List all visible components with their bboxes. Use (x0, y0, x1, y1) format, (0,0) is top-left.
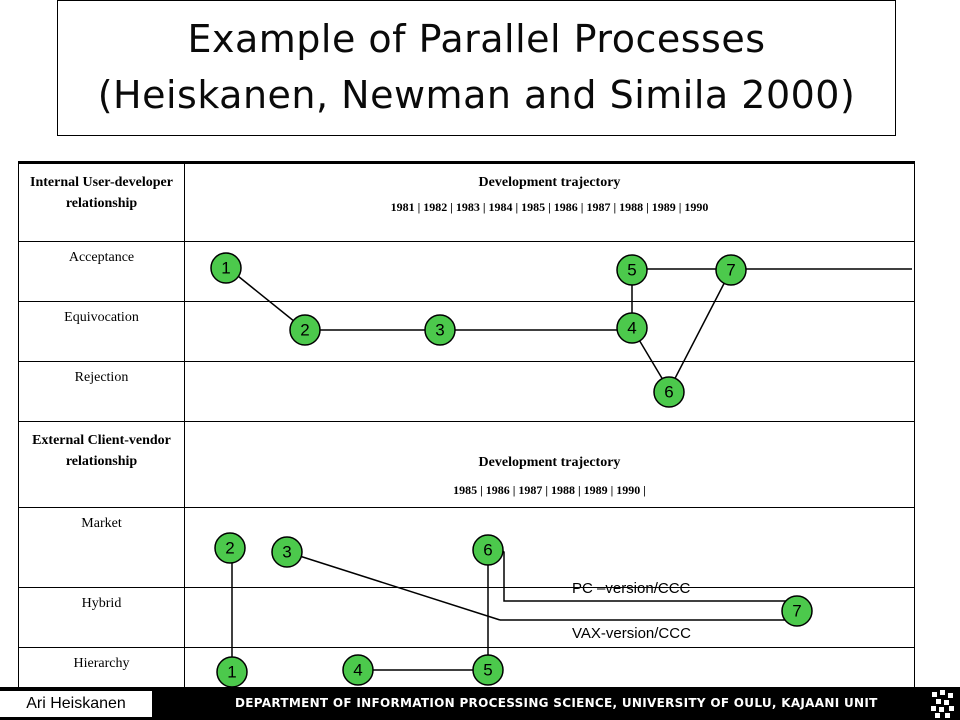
cell-rejection (184, 361, 915, 422)
title-line-2: (Heiskanen, Newman and Simila 2000) (97, 73, 856, 117)
row-label-hybrid: Hybrid (18, 587, 185, 648)
row-equivocation: Equivocation (18, 301, 915, 362)
footer-bar: Ari Heiskanen DEPARTMENT OF INFORMATION … (0, 687, 960, 720)
row-hierarchy: Hierarchy (18, 647, 915, 693)
external-header-row: External Client-vendor relationship Deve… (18, 421, 915, 508)
row-label-hierarchy: Hierarchy (18, 647, 185, 693)
cell-hierarchy (184, 647, 915, 693)
row-hybrid: Hybrid (18, 587, 915, 648)
external-trajectory-cell: Development trajectory 1985 | 1986 | 198… (184, 421, 915, 508)
external-trajectory-label: Development trajectory (478, 455, 621, 470)
footer-department: DEPARTMENT OF INFORMATION PROCESSING SCI… (235, 696, 878, 710)
internal-trajectory-label: Development trajectory (478, 175, 621, 190)
internal-header-row: Internal User-developer relationship Dev… (18, 161, 915, 242)
external-header-label: External Client-vendor relationship (18, 421, 185, 508)
row-rejection: Rejection (18, 361, 915, 422)
external-years: 1985 | 1986 | 1987 | 1988 | 1989 | 1990 … (453, 483, 646, 497)
row-label-equivocation: Equivocation (18, 301, 185, 362)
row-label-rejection: Rejection (18, 361, 185, 422)
cell-equivocation (184, 301, 915, 362)
cell-acceptance (184, 241, 915, 302)
internal-header-label: Internal User-developer relationship (18, 161, 185, 242)
university-logo-icon (931, 690, 954, 718)
title-box: Example of Parallel Processes (Heiskanen… (57, 0, 896, 136)
internal-trajectory-cell: Development trajectory 1981 | 1982 | 198… (184, 161, 915, 242)
process-table: Internal User-developer relationship Dev… (18, 161, 915, 693)
row-label-acceptance: Acceptance (18, 241, 185, 302)
title-line-1: Example of Parallel Processes (187, 17, 766, 61)
row-acceptance: Acceptance (18, 241, 915, 302)
internal-years: 1981 | 1982 | 1983 | 1984 | 1985 | 1986 … (390, 200, 709, 214)
cell-market (184, 507, 915, 588)
row-label-market: Market (18, 507, 185, 588)
footer-author: Ari Heiskanen (0, 691, 152, 717)
cell-hybrid (184, 587, 915, 648)
row-market: Market (18, 507, 915, 588)
